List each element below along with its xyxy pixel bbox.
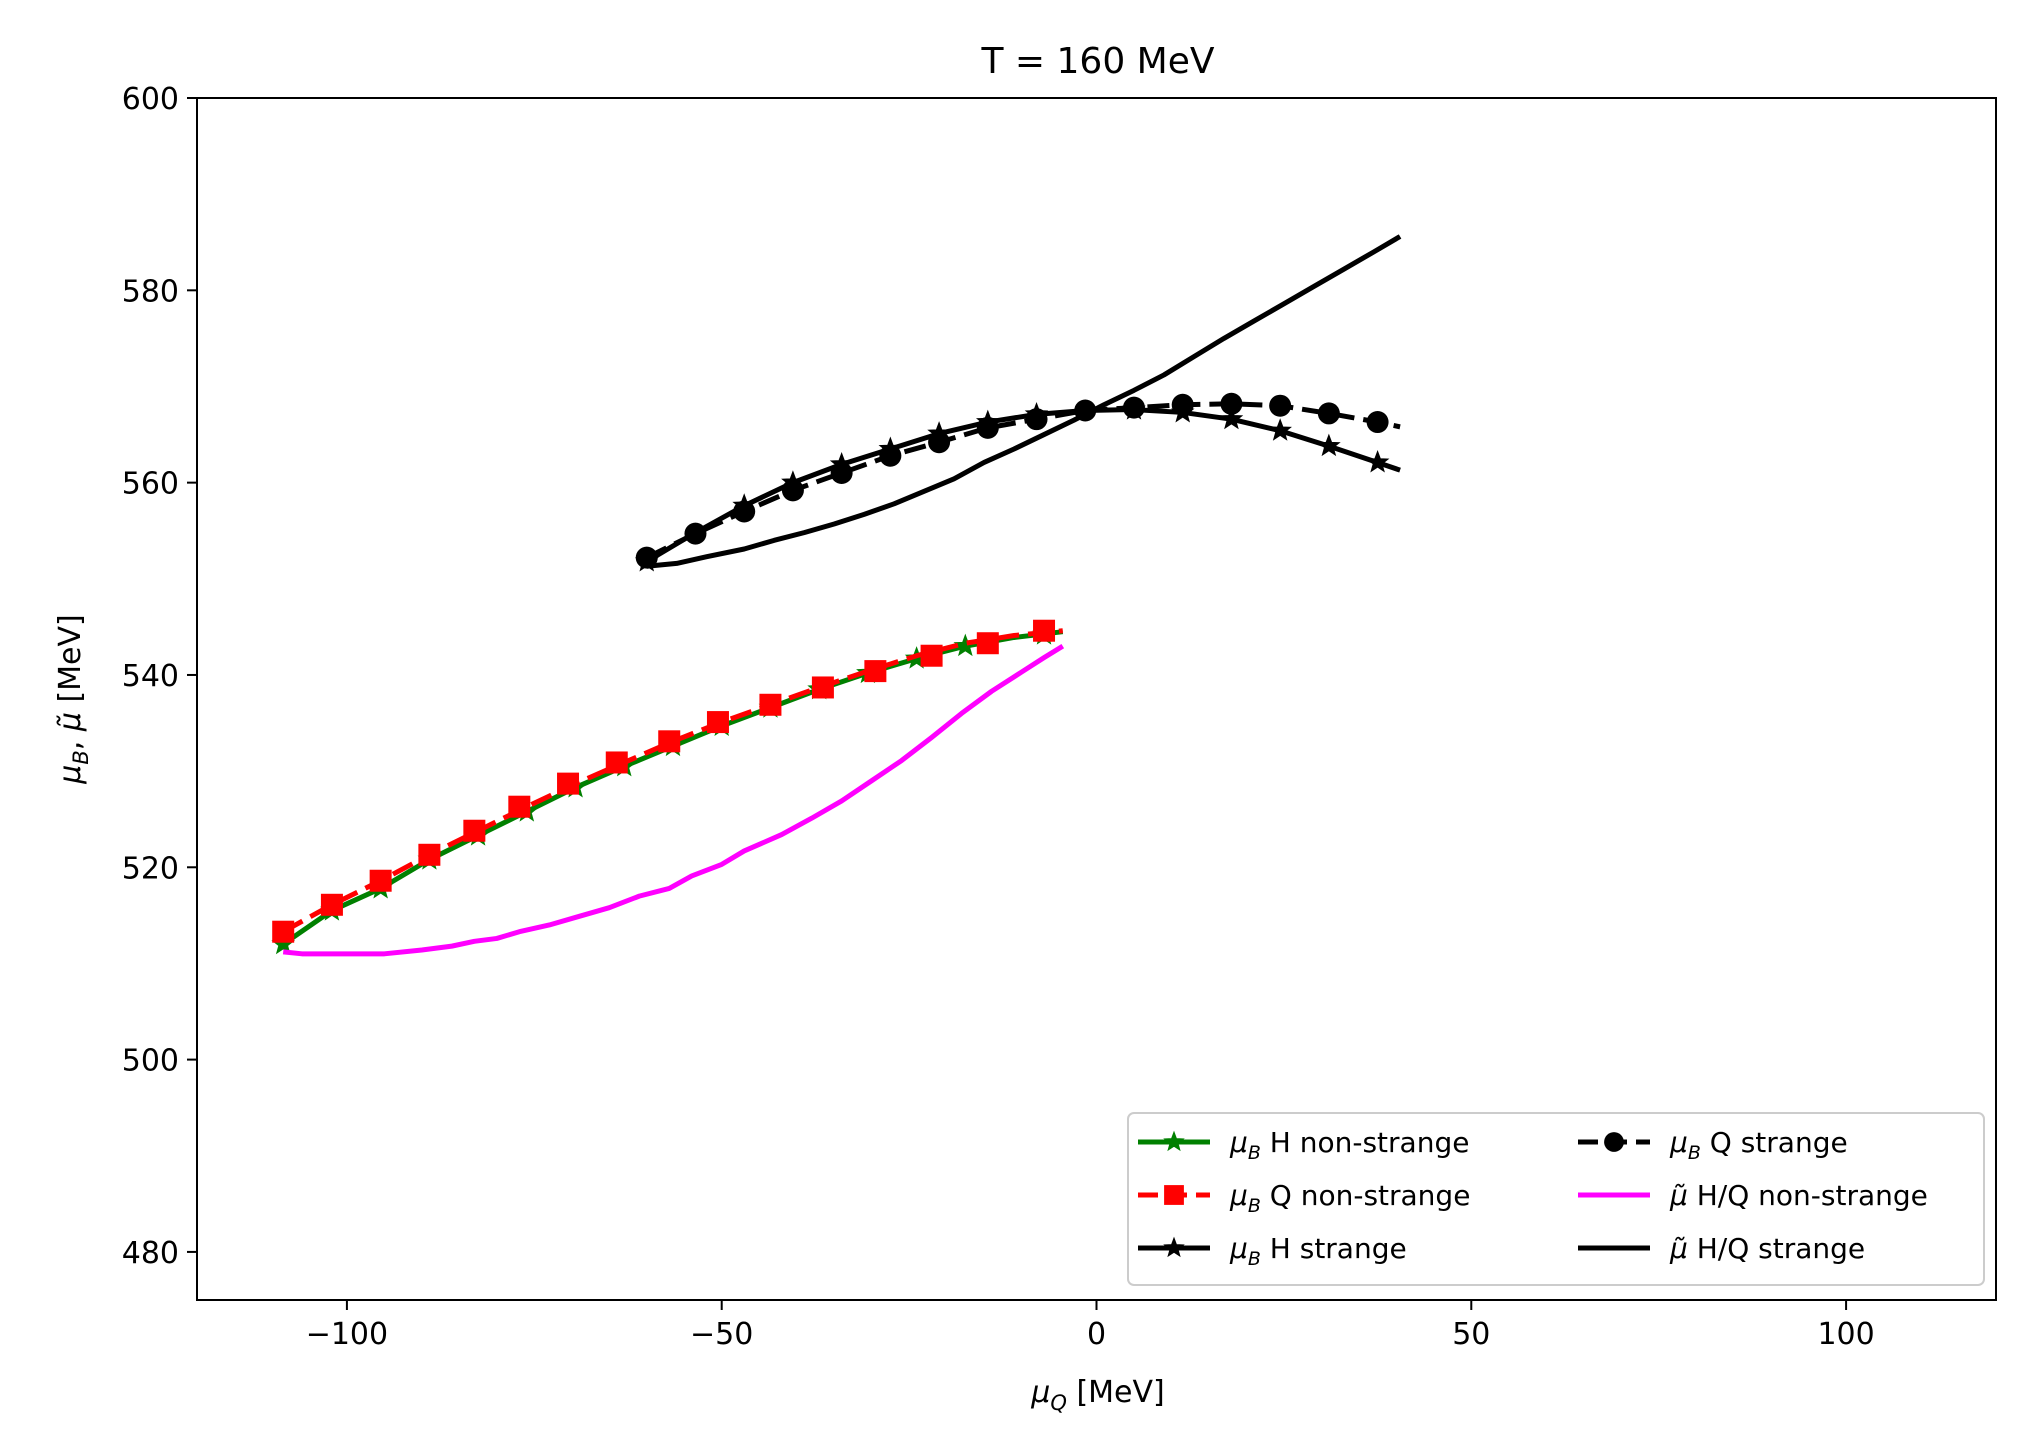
x-tick-label: −50 <box>690 1317 753 1352</box>
series-mu-tilde-h-q-non-strange <box>282 643 1065 957</box>
data-point-mu-b-q-strange-7 <box>976 416 999 439</box>
x-axis-label: μQ [MeV] <box>1030 1375 1164 1415</box>
data-point-mu-b-h-strange-13 <box>1365 450 1390 473</box>
y-tick-label: 520 <box>122 851 179 886</box>
data-point-mu-b-q-non-strange-9 <box>706 711 729 734</box>
y-tick-label: 560 <box>122 467 179 502</box>
legend-entry-mu-b-q-strange: μB Q strange <box>1578 1126 1848 1164</box>
data-point-mu-b-h-strange-10 <box>1219 406 1244 430</box>
series-layer <box>271 234 1402 957</box>
data-point-mu-b-q-strange-1 <box>684 522 707 545</box>
series-line-mu-tilde-h-q-strange <box>646 234 1402 569</box>
data-point-mu-b-q-non-strange-12 <box>864 660 887 683</box>
data-point-mu-b-q-strange-3 <box>781 479 804 502</box>
y-tick-label: 580 <box>122 274 179 309</box>
data-point-mu-b-q-strange-15 <box>1366 411 1389 434</box>
data-point-mu-b-q-non-strange-14 <box>976 632 999 655</box>
x-tick-label: 50 <box>1452 1317 1490 1352</box>
data-point-mu-b-q-non-strange-5 <box>508 795 531 818</box>
legend-marker-mu-b-h-strange <box>1163 1236 1185 1258</box>
data-point-mu-b-q-strange-11 <box>1171 393 1194 416</box>
legend-entry-mu-tilde-h-q-strange: μ̃ H/Q strange <box>1578 1232 1865 1265</box>
legend-entries: μB H non-strange μB Q non-strange μB H str… <box>1138 1126 1928 1270</box>
chart-title: T = 160 MeV <box>980 41 1214 82</box>
legend-entry-mu-b-h-strange: μB H strange <box>1138 1232 1407 1270</box>
data-point-mu-b-q-non-strange-10 <box>759 693 782 716</box>
data-point-mu-b-q-strange-5 <box>879 444 902 467</box>
data-point-mu-b-q-strange-12 <box>1220 392 1243 415</box>
y-tick-label: 500 <box>122 1044 179 1079</box>
data-point-mu-b-q-non-strange-7 <box>605 751 628 774</box>
data-point-mu-b-q-non-strange-1 <box>320 893 343 916</box>
x-axis: −100 −50 0 50 100 <box>306 1300 1875 1352</box>
y-axis-label: μB, μ̃ [MeV] <box>53 614 93 785</box>
y-tick-label: 600 <box>122 82 179 117</box>
legend-label-mu-b-h-strange: μB H strange <box>1229 1232 1407 1270</box>
x-tick-label: 0 <box>1087 1317 1106 1352</box>
data-point-mu-b-q-strange-0 <box>635 546 658 569</box>
data-point-mu-b-q-strange-10 <box>1122 396 1145 419</box>
y-axis: 480 500 520 540 560 580 600 <box>122 82 197 1271</box>
legend-label-mu-tilde-h-q-non-strange: μ̃ H/Q non-strange <box>1669 1179 1928 1212</box>
data-point-mu-b-q-non-strange-8 <box>658 730 681 753</box>
data-point-mu-b-q-non-strange-6 <box>557 772 580 795</box>
data-point-mu-b-q-non-strange-3 <box>418 843 441 866</box>
legend-label-mu-b-q-non-strange: μB Q non-strange <box>1229 1179 1470 1217</box>
series-mu-b-q-strange <box>635 392 1401 569</box>
data-point-mu-b-q-non-strange-4 <box>463 819 486 842</box>
data-point-mu-b-q-strange-13 <box>1269 394 1292 417</box>
x-tick-label: 100 <box>1817 1317 1874 1352</box>
legend-entry-mu-b-h-non-strange: μB H non-strange <box>1138 1126 1469 1164</box>
data-point-mu-b-h-strange-11 <box>1268 418 1292 441</box>
legend-label-mu-tilde-h-q-strange: μ̃ H/Q strange <box>1669 1232 1865 1265</box>
data-point-mu-b-q-strange-2 <box>733 500 756 523</box>
y-tick-label: 480 <box>122 1236 179 1271</box>
data-point-mu-b-q-strange-8 <box>1025 408 1048 431</box>
series-line-mu-tilde-h-q-non-strange <box>282 643 1065 957</box>
legend-marker-mu-b-q-strange <box>1604 1132 1624 1152</box>
series-mu-b-q-non-strange <box>272 619 1064 943</box>
legend-marker-mu-b-h-non-strange <box>1163 1130 1185 1152</box>
data-point-mu-b-q-strange-4 <box>830 462 853 485</box>
series-mu-tilde-h-q-strange <box>646 234 1402 569</box>
legend-box <box>1127 1112 1985 1286</box>
data-point-mu-b-q-non-strange-15 <box>1033 619 1056 642</box>
data-point-mu-b-q-non-strange-0 <box>272 920 295 943</box>
legend-label-mu-b-h-non-strange: μB H non-strange <box>1229 1126 1469 1164</box>
legend-marker-mu-b-q-non-strange <box>1164 1185 1184 1205</box>
data-point-mu-b-q-non-strange-13 <box>920 644 943 667</box>
legend: μB H non-strange μB Q non-strange μB H str… <box>1127 1112 1985 1286</box>
data-point-mu-b-q-non-strange-11 <box>811 676 834 699</box>
data-point-mu-b-h-strange-12 <box>1317 433 1341 457</box>
legend-entry-mu-b-q-non-strange: μB Q non-strange <box>1138 1179 1470 1217</box>
legend-entry-mu-tilde-h-q-non-strange: μ̃ H/Q non-strange <box>1578 1179 1928 1212</box>
data-point-mu-b-q-non-strange-2 <box>369 869 392 892</box>
legend-label-mu-b-q-strange: μB Q strange <box>1669 1126 1848 1164</box>
y-tick-label: 540 <box>122 659 179 694</box>
data-point-mu-b-q-strange-6 <box>928 431 951 454</box>
data-point-mu-b-q-strange-14 <box>1317 402 1340 425</box>
x-tick-label: −100 <box>306 1317 388 1352</box>
